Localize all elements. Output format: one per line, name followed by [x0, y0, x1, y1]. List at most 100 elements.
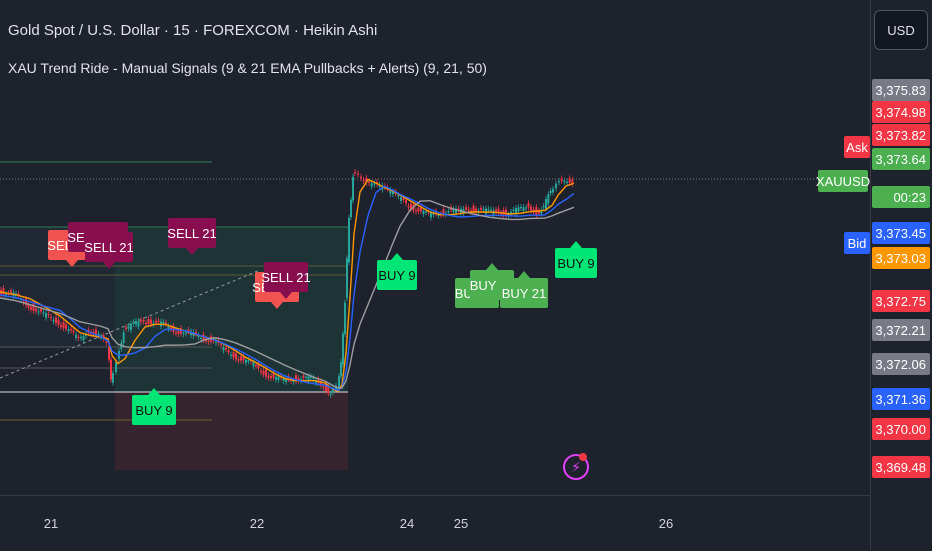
candle	[352, 176, 354, 201]
candle	[373, 183, 376, 185]
candle	[67, 329, 70, 331]
candle	[467, 209, 470, 211]
signal-arrow	[518, 271, 530, 278]
candle	[566, 181, 568, 184]
candle	[320, 381, 322, 386]
signal-label: SELL 21	[167, 226, 216, 241]
indicator-title[interactable]: XAU Trend Ride - Manual Signals (9 & 21 …	[8, 60, 487, 76]
candle	[167, 326, 170, 329]
candle	[162, 322, 165, 324]
signal-arrow	[570, 241, 582, 248]
candle	[410, 203, 412, 209]
candle	[370, 183, 373, 187]
buy-signal: BUY 21	[500, 271, 548, 308]
price-label: 3,372.75	[872, 290, 930, 312]
candle	[447, 211, 450, 213]
time-tick: 24	[399, 516, 415, 531]
time-axis[interactable]	[0, 495, 870, 551]
candle	[497, 208, 500, 213]
candle	[485, 208, 487, 214]
symbol-tag: XAUUSD	[816, 170, 870, 192]
signal-box	[132, 395, 176, 425]
candle	[225, 347, 227, 350]
candle	[558, 181, 560, 183]
candle	[37, 311, 40, 313]
candle	[5, 293, 7, 296]
candle	[325, 383, 327, 392]
candle	[425, 211, 427, 213]
candle	[40, 308, 42, 312]
candle	[80, 336, 82, 339]
candle	[338, 376, 340, 389]
signal-box	[85, 232, 133, 262]
candle	[520, 206, 522, 209]
ema-9-line	[0, 178, 575, 393]
candle	[157, 320, 160, 322]
candle	[125, 327, 127, 329]
candle	[495, 209, 497, 212]
buy-signal: BUY 9	[132, 388, 176, 425]
candle	[57, 319, 60, 325]
signal-label: BUY 9	[557, 256, 594, 271]
bid-tag: Bid	[844, 232, 870, 254]
sell-signal: SELL 21	[167, 218, 217, 255]
candle	[232, 352, 235, 358]
candle	[215, 341, 217, 343]
candle	[220, 344, 222, 346]
signal-box	[555, 248, 597, 278]
candle	[549, 190, 552, 194]
signal-arrow	[66, 260, 78, 267]
signal-arrow	[280, 292, 292, 299]
candle	[452, 209, 455, 212]
candle	[465, 207, 467, 210]
signal-box	[377, 260, 417, 290]
candle	[368, 181, 370, 183]
candle	[365, 177, 368, 183]
price-label: 3,372.21	[872, 319, 930, 341]
signal-arrow	[186, 248, 198, 255]
candle	[522, 207, 525, 211]
candle	[417, 208, 420, 212]
candle	[422, 210, 425, 215]
candle	[285, 378, 287, 382]
candle	[307, 376, 310, 382]
currency-button[interactable]: USD	[874, 10, 928, 50]
candle	[60, 324, 62, 327]
candle	[152, 323, 155, 325]
candle	[547, 194, 550, 204]
candle	[130, 323, 132, 331]
signal-box	[500, 278, 548, 308]
chart-title: Gold Spot / U.S. Dollar · 15 · FOREXCOM …	[8, 22, 378, 39]
candle	[430, 212, 432, 218]
price-label: 3,373.03	[872, 247, 930, 269]
ask-tag: Ask	[844, 136, 870, 158]
candle	[247, 360, 250, 362]
candle	[195, 332, 197, 334]
candle	[132, 322, 135, 324]
candle	[282, 377, 285, 381]
candle	[50, 316, 52, 319]
candle	[55, 317, 57, 323]
candle	[257, 364, 260, 369]
candle	[332, 388, 334, 393]
candle	[305, 376, 307, 378]
price-label: 3,372.06	[872, 353, 930, 375]
candle	[235, 353, 237, 360]
candle	[72, 330, 75, 333]
candle	[525, 207, 527, 209]
candle	[265, 369, 267, 377]
candle	[530, 206, 532, 211]
candle	[42, 312, 45, 314]
candle	[25, 298, 27, 306]
candle	[122, 332, 125, 343]
candle	[135, 321, 137, 325]
candle	[340, 362, 342, 377]
ema-21-line	[0, 185, 575, 391]
candle	[545, 199, 547, 209]
price-label: 3,370.00	[872, 418, 930, 440]
candle	[482, 208, 485, 211]
candle	[405, 200, 407, 204]
candle	[97, 333, 100, 336]
candle	[500, 212, 502, 215]
